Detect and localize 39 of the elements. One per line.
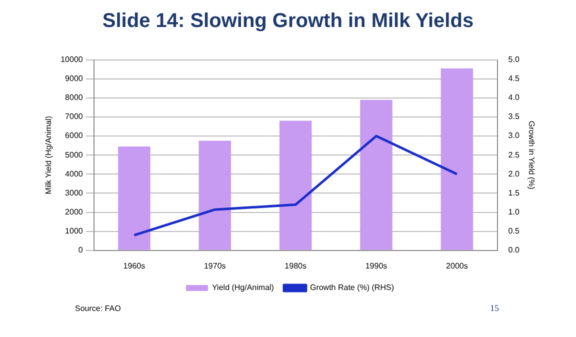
- x-tick-label: 2000s: [446, 261, 468, 270]
- x-tick-label: 1990s: [365, 261, 388, 270]
- y-tick-label: 7000: [65, 112, 84, 122]
- bar: [360, 100, 392, 250]
- y2-tick-label: 1.5: [508, 188, 520, 198]
- y-tick-label: 3000: [65, 188, 84, 198]
- y2-tick-label: 5.0: [508, 55, 520, 64]
- chart-title: Slide 14: Slowing Growth in Milk Yields: [101, 10, 475, 33]
- y-tick-label: 8000: [65, 93, 84, 102]
- y-tick-label: 5000: [65, 150, 84, 160]
- y2-tick-label: 2.0: [508, 169, 520, 178]
- x-tick-label: 1980s: [284, 261, 306, 270]
- y-tick-label: 6000: [65, 131, 84, 140]
- x-tick-label: 1970s: [204, 261, 226, 270]
- bar: [198, 140, 232, 250]
- y2-tick-label: 0.5: [508, 226, 520, 236]
- y2-tick-label: 2.5: [508, 150, 520, 160]
- y-tick-label: 0: [78, 246, 84, 255]
- text: 15: [490, 303, 499, 313]
- legend-label: Growth Rate (%) (RHS): [310, 283, 394, 292]
- y2-tick-label: 4.0: [508, 93, 520, 102]
- y2-tick-label: 3.0: [508, 131, 520, 140]
- y-tick-label: 4000: [65, 169, 84, 178]
- bar: [118, 146, 150, 250]
- y2-tick-label: 0.0: [508, 246, 520, 255]
- legend-label: Yield (Hg/Animal): [212, 283, 274, 292]
- x-tick-label: 1960s: [123, 261, 146, 270]
- y2-tick-label: 4.5: [508, 74, 520, 84]
- y-axis-title: Milk Yield (Hg/Animal): [44, 116, 54, 194]
- y2-tick-label: 1.0: [508, 207, 520, 216]
- source-note: Source: FAO: [75, 304, 121, 313]
- y2-tick-label: 3.5: [508, 112, 520, 122]
- y-tick-label: 9000: [65, 74, 84, 84]
- y2-axis-title: Growth in Yield (%): [526, 120, 536, 190]
- y-tick-label: 10000: [60, 55, 84, 64]
- y-tick-label: 1000: [65, 226, 84, 236]
- bar: [279, 120, 312, 250]
- y-tick-label: 2000: [65, 207, 84, 216]
- bar: [440, 68, 474, 250]
